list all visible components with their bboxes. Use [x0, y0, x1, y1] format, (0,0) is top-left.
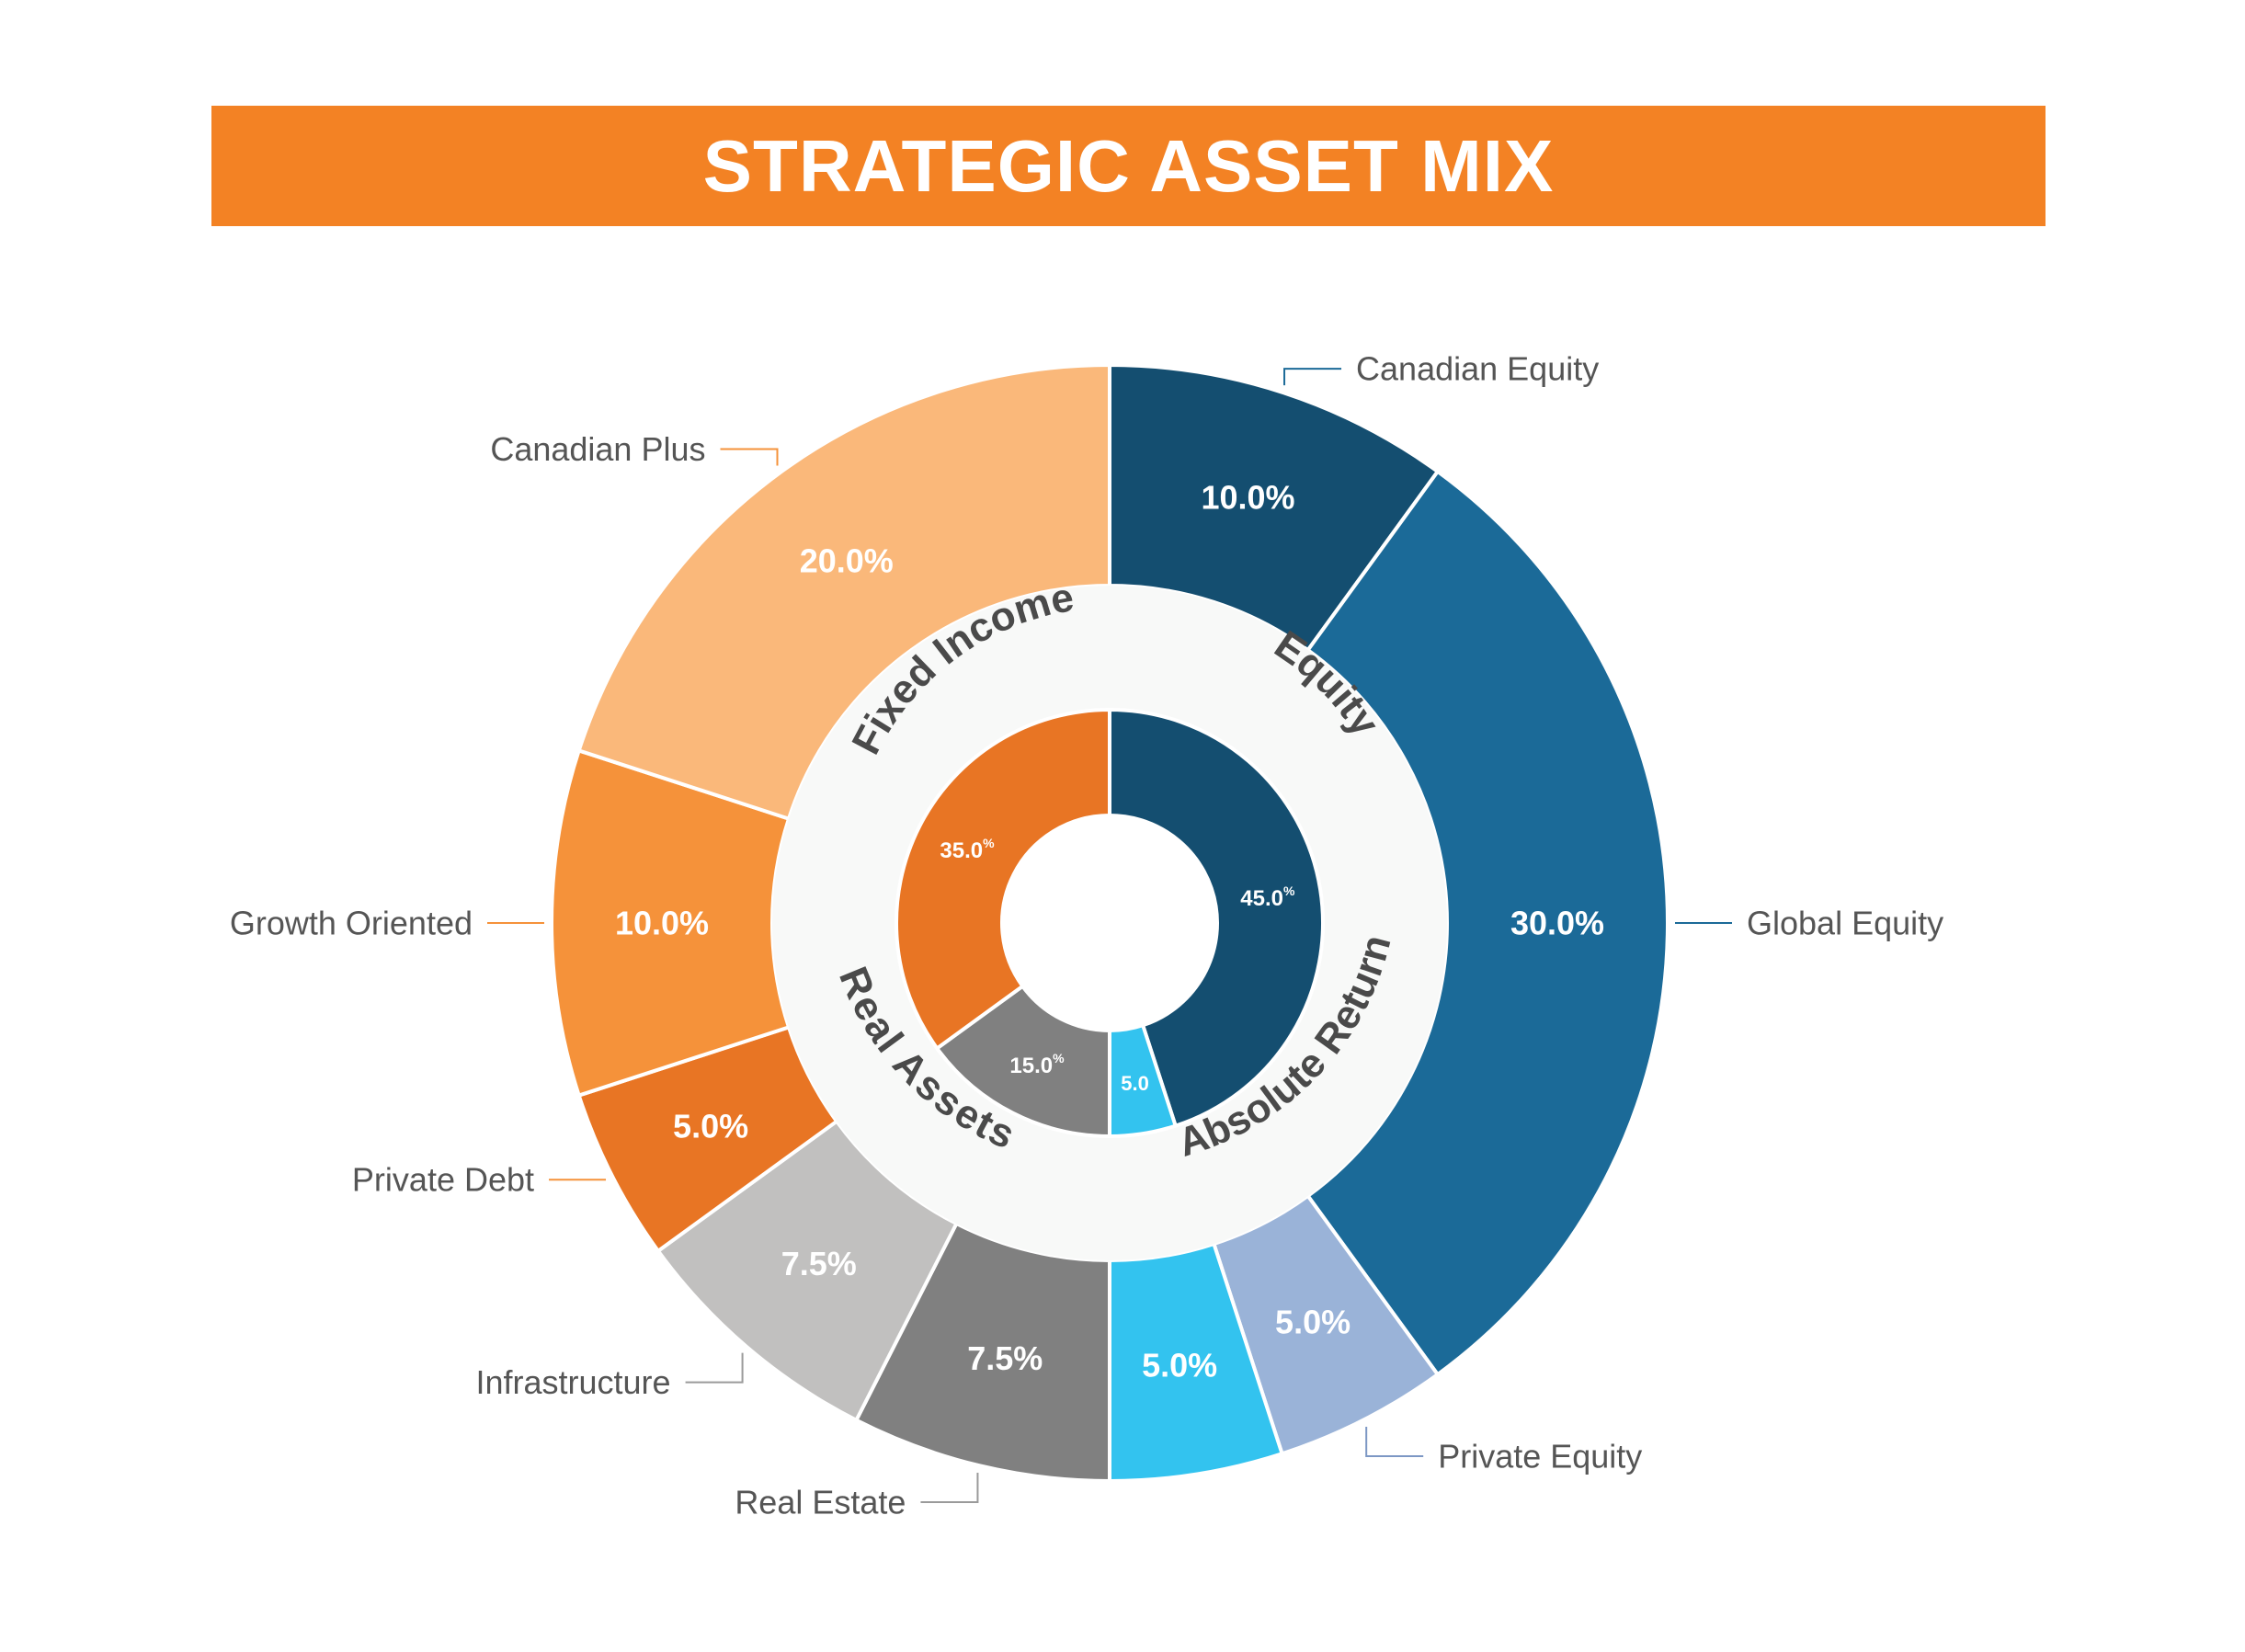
outer-value-label: 7.5%: [967, 1339, 1043, 1377]
callout-label-private-debt: Private Debt: [352, 1161, 534, 1199]
title-banner: STRATEGIC ASSET MIX: [211, 106, 2046, 226]
outer-value-label: 10.0%: [1201, 478, 1294, 516]
inner-value-label: 15.0%: [1009, 1051, 1065, 1078]
callout-line: [920, 1473, 979, 1504]
callout-label-global-equity: Global Equity: [1747, 905, 1943, 942]
callout-label-infrastructure: Infrastructure: [475, 1363, 670, 1401]
callouts: Canadian Equity Global Equity Private Equi…: [230, 350, 1943, 1521]
outer-value-label: 10.0%: [615, 905, 709, 942]
chart-title: STRATEGIC ASSET MIX: [702, 124, 1555, 207]
outer-value-label: 7.5%: [781, 1245, 857, 1282]
callout-label-canadian-equity: Canadian Equity: [1356, 350, 1599, 388]
inner-ring: [895, 707, 1326, 1139]
inner-value-label: 35.0%: [940, 836, 995, 863]
outer-value-label: 5.0%: [1142, 1347, 1217, 1384]
inner-value-label: 45.0%: [1240, 883, 1295, 911]
callout-label-real-estate: Real Estate: [735, 1484, 906, 1521]
outer-value-label: 5.0%: [673, 1108, 748, 1145]
value-labels: 10.0% 30.0% 5.0% 5.0% 7.5% 7.5% 5.0% 10.0% 20.0%…: [615, 478, 1604, 1384]
callout-line: [685, 1352, 744, 1384]
callout-label-growth-oriented: Growth Oriented: [230, 905, 473, 942]
inner-value-label: 5.0: [1121, 1071, 1149, 1094]
callout-line: [1365, 1426, 1424, 1457]
outer-value-label: 20.0%: [800, 542, 894, 580]
center-hole: [1002, 815, 1217, 1031]
outer-value-label: 30.0%: [1510, 905, 1604, 942]
callout-line: [720, 448, 779, 466]
callout-line: [1283, 368, 1342, 386]
callout-label-canadian-plus: Canadian Plus: [490, 430, 705, 468]
callout-label-private-equity: Private Equity: [1438, 1437, 1642, 1475]
outer-value-label: 5.0%: [1275, 1303, 1350, 1340]
